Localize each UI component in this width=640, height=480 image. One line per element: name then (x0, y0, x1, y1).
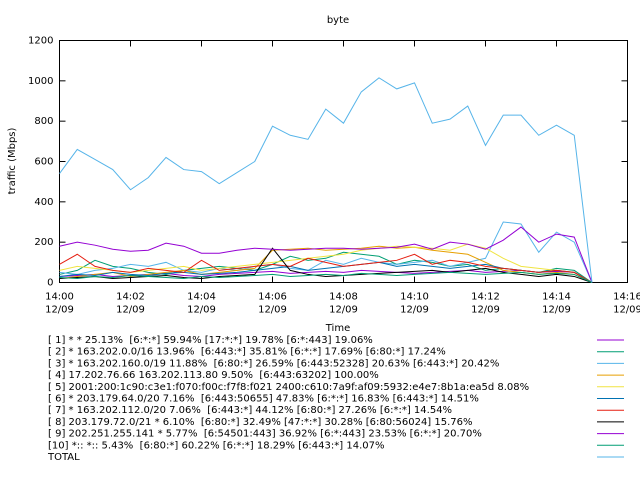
legend-label: [ 5] 2001:200:1c90:c3e1:f070:f00c:f7f8:f… (48, 382, 529, 393)
x-tick-date: 12/09 (613, 305, 640, 316)
legend-label: [ 2] * 163.202.0.0/16 13.96% [6:443:*] 3… (48, 347, 446, 358)
x-tick-label: 14:14 (542, 292, 571, 303)
x-axis-label: Time (325, 323, 350, 334)
x-tick-label: 14:00 (45, 292, 74, 303)
y-tick-label: 400 (34, 197, 53, 208)
series-line (59, 251, 593, 283)
x-tick-label: 14:02 (116, 292, 145, 303)
x-tick-date: 12/09 (400, 305, 429, 316)
legend-label: [ 6] * 203.179.64.0/20 7.16% [6:443:5065… (48, 394, 479, 405)
y-tick-label: 0 (47, 278, 53, 289)
x-tick-date: 12/09 (116, 305, 145, 316)
x-tick-date: 12/09 (471, 305, 500, 316)
legend-label: [ 1] * * 25.13% [6:*:*] 59.94% [17:*:*] … (48, 335, 373, 346)
legend-label: [10] *:: *:: 5.43% [6:80:*] 60.22% [6:*:… (48, 440, 384, 451)
x-tick-label: 14:08 (329, 292, 358, 303)
x-tick-label: 14:16 (613, 292, 640, 303)
x-tick-label: 14:12 (471, 292, 500, 303)
legend-label: [ 3] * 163.202.160.0/19 11.88% [6:80:*] … (48, 358, 499, 369)
x-tick-date: 12/09 (45, 305, 74, 316)
y-tick-label: 1000 (28, 76, 53, 87)
y-tick-label: 800 (34, 116, 53, 127)
chart-title: byte (327, 15, 349, 26)
y-tick-label: 200 (34, 237, 53, 248)
x-tick-label: 14:10 (400, 292, 429, 303)
x-tick-label: 14:04 (187, 292, 216, 303)
series-line (59, 271, 593, 283)
series-line (59, 253, 593, 283)
x-tick-date: 12/09 (258, 305, 287, 316)
series-line (59, 226, 593, 283)
x-tick-date: 12/09 (187, 305, 216, 316)
legend-label: TOTAL (47, 452, 80, 463)
x-tick-date: 12/09 (329, 305, 358, 316)
y-axis-label: traffic (Mbps) (7, 127, 18, 194)
plot-frame (59, 40, 628, 283)
series-line (59, 221, 593, 283)
legend-label: [ 9] 202.251.255.141 * 5.77% [6:54501:44… (48, 429, 482, 440)
series-line (59, 77, 593, 283)
series-line (59, 245, 593, 283)
x-tick-date: 12/09 (542, 305, 571, 316)
legend-label: [ 7] * 163.202.112.0/20 7.06% [6:443:*] … (48, 405, 452, 416)
x-tick-label: 14:06 (258, 292, 287, 303)
legend-label: [ 8] 203.179.72.0/21 * 6.10% [6:80:*] 32… (48, 417, 473, 428)
y-tick-label: 600 (34, 157, 53, 168)
legend-label: [ 4] 17.202.76.66 163.202.113.80 9.50% [… (48, 370, 379, 381)
y-tick-label: 1200 (28, 36, 53, 47)
series-line (59, 243, 593, 283)
